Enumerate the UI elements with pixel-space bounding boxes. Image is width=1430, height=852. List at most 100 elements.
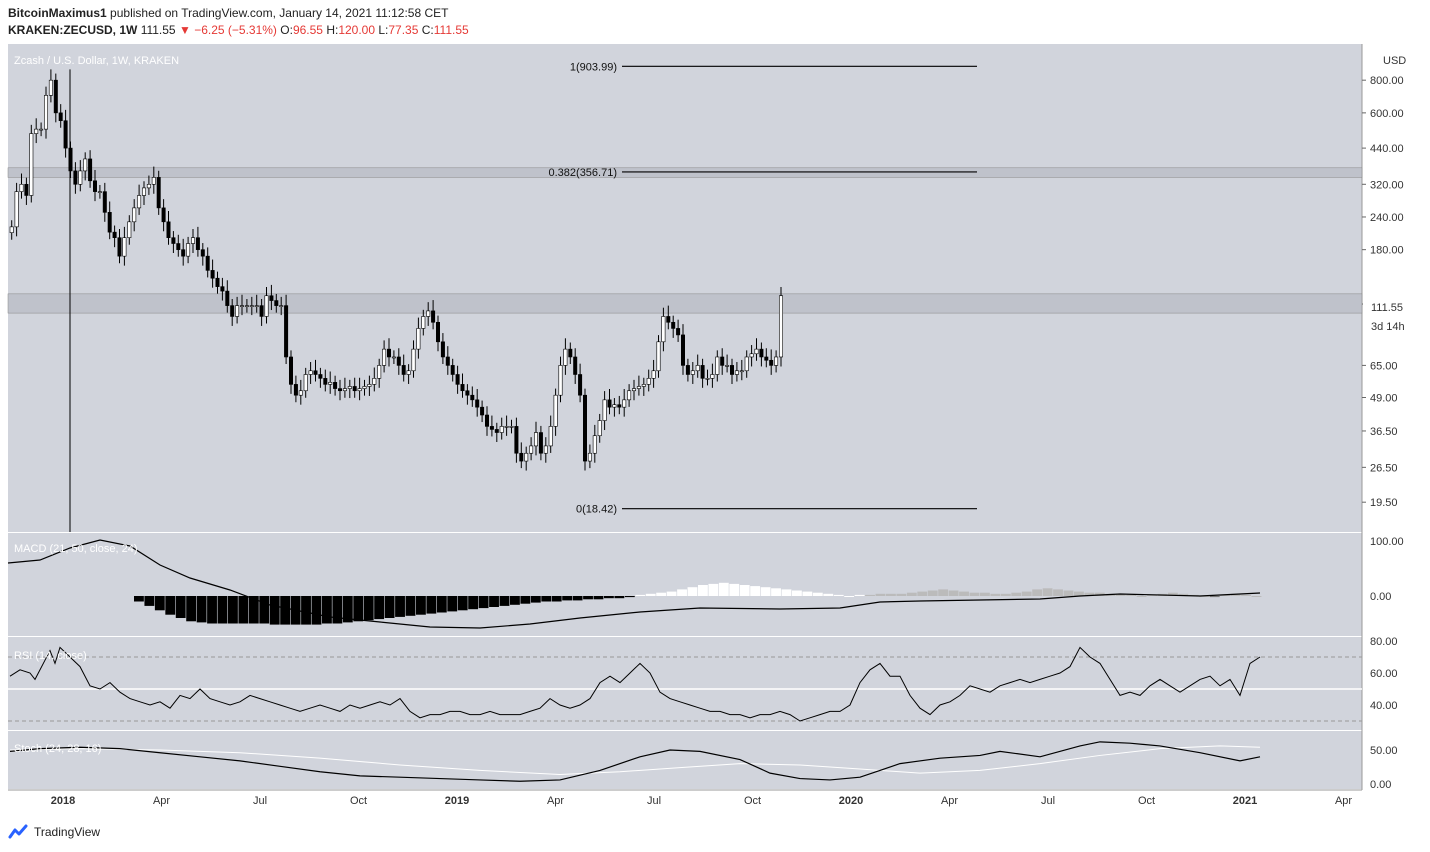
macd-bar [541, 596, 552, 602]
candle-body [744, 356, 749, 372]
macd-bar [332, 596, 343, 624]
candle-body [475, 399, 480, 408]
macd-bar [593, 596, 604, 600]
candle-body [622, 399, 627, 408]
macd-line [7, 539, 1261, 629]
candle-body [235, 305, 240, 317]
low-label: L: [378, 23, 389, 37]
candle-body [514, 426, 519, 454]
tradingview-logo-icon[interactable] [8, 824, 28, 840]
time-axis[interactable]: 2018 Apr Jul Oct 2019 Apr Jul Oct 2020 Apr Jul Oct 2… [51, 795, 1353, 807]
candle-body [313, 370, 318, 375]
candle-body [19, 183, 24, 192]
macd-bar [760, 587, 771, 596]
candle-body [543, 445, 548, 454]
candle-body [563, 348, 568, 366]
footer: TradingView [8, 824, 100, 840]
macd-bar [207, 596, 217, 624]
candle-body [612, 404, 617, 408]
time-tick-label: Oct [744, 795, 761, 807]
price-change: −6.25 (−5.31%) [194, 23, 277, 37]
candle-body [323, 378, 328, 385]
candle-body [386, 348, 391, 358]
resistance-band [7, 167, 1363, 178]
publish-info: BitcoinMaximus1 published on TradingView… [8, 6, 449, 20]
candle-body [244, 305, 249, 307]
rsi-axis: 80.00 60.00 40.00 [1370, 636, 1398, 712]
candle-body [431, 310, 436, 323]
close-value: 111.55 [433, 23, 469, 37]
candle-body [607, 399, 612, 408]
rsi-bands [8, 656, 1362, 722]
price-pane[interactable] [8, 44, 1362, 532]
close-label: C: [421, 23, 434, 37]
candle-body [53, 79, 58, 114]
candle-body [78, 170, 83, 185]
candle-body [279, 305, 284, 307]
time-tick-label: Apr [941, 795, 958, 807]
price-axis[interactable]: 800.00 600.00 440.00 320.00 240.00 180.00 111.… [1362, 75, 1404, 509]
candle-body [671, 321, 676, 329]
footer-brand[interactable]: TradingView [34, 825, 101, 839]
last-price-tag [1363, 299, 1417, 315]
macd-bar [259, 596, 270, 624]
candle-body [538, 432, 543, 454]
candle-body [166, 221, 171, 238]
candle-body [553, 394, 558, 427]
macd-bar [792, 590, 802, 596]
candle-body [509, 426, 514, 428]
author-name[interactable]: BitcoinMaximus1 [8, 6, 107, 20]
macd-bar [1230, 593, 1241, 596]
rsi-pane[interactable] [8, 637, 1362, 730]
time-tick-label: Oct [1138, 795, 1155, 807]
macd-bar [781, 589, 792, 596]
candle-body [489, 426, 494, 430]
candle-body [308, 370, 313, 375]
candle-body [24, 183, 29, 196]
candle-body [151, 177, 156, 185]
macd-bar [489, 596, 499, 607]
candle-body [43, 95, 48, 130]
candle-body [529, 445, 534, 454]
candle-body [200, 249, 205, 257]
symbol-label: KRAKEN:ZECUSD, 1W [8, 23, 138, 37]
macd-bar [217, 596, 228, 624]
price-tick-label: 26.50 [1370, 462, 1398, 474]
macd-axis: 100.00 0.00 [1370, 536, 1404, 603]
candle-body [769, 359, 774, 366]
candle-body [137, 195, 142, 209]
candles [9, 69, 783, 532]
macd-bar [980, 592, 990, 596]
price-tick-label: 36.50 [1370, 426, 1398, 438]
candle-body [573, 356, 578, 375]
macd-bar [959, 591, 969, 596]
stoch-pane[interactable] [8, 731, 1362, 789]
macd-bar [1021, 591, 1032, 596]
macd-tick-label: 0.00 [1370, 591, 1391, 603]
candle-body [367, 384, 372, 387]
rsi-label: RSI (14, close) [14, 650, 87, 662]
fib-levels[interactable]: 1(903.99) 0.382(356.71) 0(18.42) [549, 61, 978, 516]
macd-bar [1042, 588, 1053, 596]
candle-body [455, 374, 460, 385]
macd-bar [165, 596, 176, 615]
stoch-label: Stoch (24, 28, 16) [14, 743, 101, 755]
macd-bar [812, 592, 823, 596]
macd-bar [698, 585, 708, 596]
candle-body [274, 300, 279, 306]
candle-body [186, 243, 191, 257]
macd-bar [1115, 593, 1126, 596]
macd-bar [551, 596, 562, 602]
candle-body [597, 420, 602, 437]
macd-bar [342, 596, 353, 623]
candle-body [406, 370, 411, 375]
time-tick-label: Oct [350, 795, 367, 807]
candle-body [34, 128, 39, 134]
macd-bar [436, 596, 447, 613]
candle-body [191, 237, 196, 244]
rsi-tick-label: 40.00 [1370, 700, 1398, 712]
candle-body [39, 128, 44, 131]
macd-bar [917, 591, 928, 596]
candle-body [83, 158, 88, 172]
